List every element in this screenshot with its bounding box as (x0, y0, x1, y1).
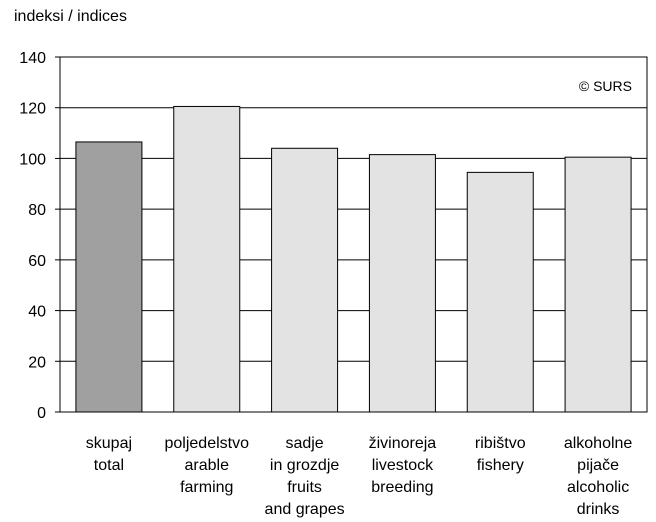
x-axis-labels: skupaj total poljedelstvo arable farmingsadj… (86, 435, 633, 518)
bar (75, 141, 143, 413)
y-tick-label: 40 (28, 304, 46, 321)
y-axis-ticks: 0 20 40 60 80 100 120 140 (19, 50, 60, 422)
bars (75, 105, 632, 413)
gridlines (60, 107, 647, 362)
y-tick-label: 80 (28, 202, 46, 219)
y-tick-label: 0 (37, 405, 46, 422)
plot-area (59, 56, 648, 413)
category-label: sadje in grozdje fruits and grapes (265, 435, 345, 518)
copyright-annotation: © SURS (579, 78, 632, 94)
y-tick-label: 120 (19, 101, 46, 118)
y-tick-label: 20 (28, 354, 46, 371)
y-tick-label: 60 (28, 253, 46, 270)
category-label: ribištvo fishery (475, 435, 526, 474)
category-label: skupaj total (86, 435, 132, 474)
bar (368, 154, 436, 413)
y-tick-label: 140 (19, 50, 46, 67)
category-label: poljedelstvo arable farming (165, 435, 250, 496)
bar (564, 156, 632, 413)
bar (271, 147, 339, 413)
y-tick-label: 100 (19, 151, 46, 168)
bar (466, 171, 534, 413)
y-axis-title: indeksi / indices (14, 8, 127, 25)
bar (173, 105, 241, 413)
category-label: živinoreja livestock breeding (369, 435, 437, 496)
category-label: alkoholne pijače alcoholic drinks (564, 435, 633, 518)
